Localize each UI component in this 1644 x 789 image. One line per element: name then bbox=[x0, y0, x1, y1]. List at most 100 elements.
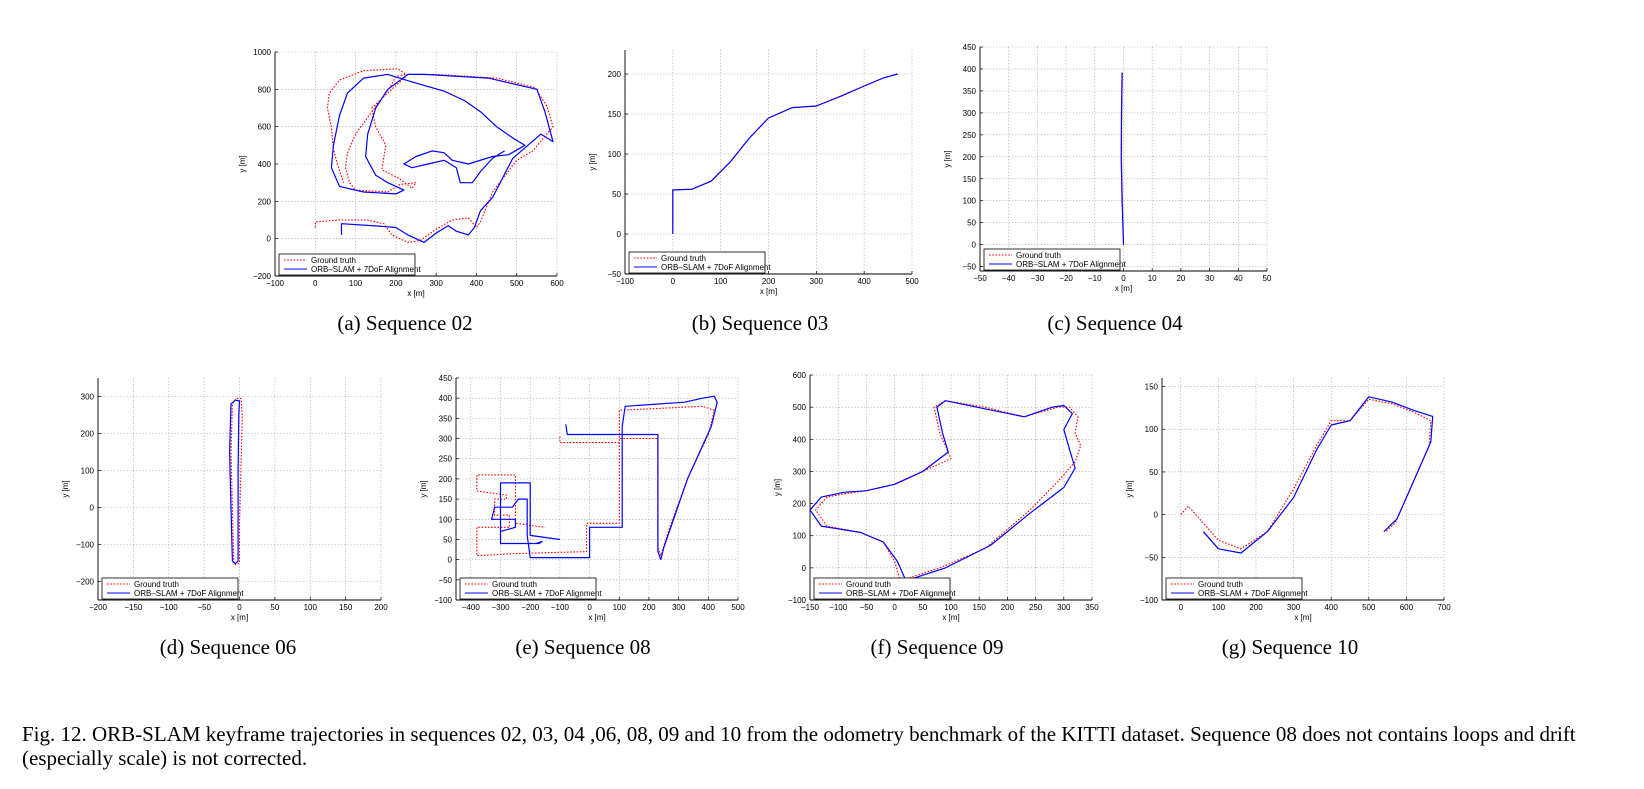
x-tick-label: −30 bbox=[1031, 274, 1045, 283]
series-ground-truth bbox=[815, 400, 1082, 582]
legend-box bbox=[983, 248, 1121, 271]
y-tick-label: 300 bbox=[793, 467, 807, 476]
y-axis-label: y [m] bbox=[1125, 480, 1134, 497]
x-tick-label: −100 bbox=[829, 603, 848, 612]
x-tick-label: 200 bbox=[642, 603, 656, 612]
x-axis-label: x [m] bbox=[1115, 284, 1132, 293]
x-tick-label: 300 bbox=[1287, 603, 1301, 612]
series-orb-slam bbox=[491, 395, 718, 561]
x-tick-label: 200 bbox=[389, 279, 403, 288]
y-tick-label: 0 bbox=[448, 556, 453, 565]
x-tick-label: 700 bbox=[1437, 603, 1451, 612]
plot-area bbox=[456, 378, 738, 600]
y-tick-label: 400 bbox=[258, 160, 272, 169]
y-tick-label: 400 bbox=[793, 435, 807, 444]
x-tick-label: 350 bbox=[1085, 603, 1099, 612]
series-orb-slam bbox=[810, 400, 1076, 582]
x-axis-label: x [m] bbox=[407, 289, 424, 298]
x-tick-label: 400 bbox=[857, 277, 871, 286]
x-tick-label: −50 bbox=[973, 274, 987, 283]
y-tick-label: 400 bbox=[963, 65, 977, 74]
x-tick-label: −100 bbox=[551, 603, 570, 612]
x-tick-label: 150 bbox=[339, 603, 353, 612]
x-tick-label: 40 bbox=[1234, 274, 1243, 283]
legend-label-ground-truth: Ground truth bbox=[661, 254, 706, 263]
x-axis-label: x [m] bbox=[760, 287, 777, 296]
subcaption: (b) Sequence 03 bbox=[692, 311, 828, 335]
y-tick-label: 150 bbox=[1145, 383, 1159, 392]
x-tick-label: 400 bbox=[702, 603, 716, 612]
x-tick-label: 500 bbox=[510, 279, 524, 288]
subcaption: (a) Sequence 02 bbox=[337, 311, 472, 335]
x-tick-label: 100 bbox=[1212, 603, 1226, 612]
subcaption: (f) Sequence 09 bbox=[871, 635, 1004, 659]
y-tick-label: 450 bbox=[963, 43, 977, 52]
y-tick-label: 50 bbox=[443, 535, 452, 544]
chart-seq09: −150 −100 −50 0 50 100 150 200 250 300 350−1000100… bbox=[773, 371, 1099, 659]
x-tick-label: 0 bbox=[892, 603, 897, 612]
x-tick-label: 30 bbox=[1205, 274, 1214, 283]
x-tick-label: −10 bbox=[1088, 274, 1102, 283]
y-tick-label: 200 bbox=[258, 197, 272, 206]
y-tick-label: 200 bbox=[963, 153, 977, 162]
legend-box bbox=[813, 577, 951, 600]
y-tick-label: 600 bbox=[258, 123, 272, 132]
x-tick-label: 300 bbox=[429, 279, 443, 288]
x-tick-label: 100 bbox=[714, 277, 728, 286]
legend-label-orb-slam: ORB–SLAM + 7DoF Alignment bbox=[1016, 260, 1126, 269]
legend-label-ground-truth: Ground truth bbox=[1198, 580, 1243, 589]
y-tick-label: −100 bbox=[434, 596, 453, 605]
y-tick-label: −200 bbox=[76, 578, 95, 587]
x-tick-label: 50 bbox=[1263, 274, 1272, 283]
y-tick-label: −50 bbox=[607, 270, 621, 279]
x-axis-label: x [m] bbox=[942, 613, 959, 622]
x-tick-label: −150 bbox=[801, 603, 820, 612]
plot-area bbox=[98, 378, 381, 600]
legend-label-orb-slam: ORB–SLAM + 7DoF Alignment bbox=[134, 589, 244, 598]
subcaption: (g) Sequence 10 bbox=[1222, 635, 1358, 659]
legend-label-ground-truth: Ground truth bbox=[492, 580, 537, 589]
y-tick-label: 250 bbox=[963, 131, 977, 140]
y-tick-label: −100 bbox=[788, 596, 807, 605]
x-tick-label: 100 bbox=[349, 279, 363, 288]
y-tick-label: 100 bbox=[963, 197, 977, 206]
y-axis-label: y [m] bbox=[61, 480, 70, 497]
x-tick-label: 0 bbox=[671, 277, 676, 286]
series-ground-truth bbox=[1180, 398, 1432, 550]
series-ground-truth bbox=[476, 405, 715, 557]
chart-seq02: −100 0 100 200 300 400 500 600 −200 0 200 400 600 800… bbox=[238, 48, 564, 335]
x-tick-label: 50 bbox=[918, 603, 927, 612]
y-tick-label: 100 bbox=[793, 532, 807, 541]
y-tick-label: 350 bbox=[963, 87, 977, 96]
x-tick-label: 400 bbox=[1325, 603, 1339, 612]
x-tick-label: −400 bbox=[462, 603, 481, 612]
x-tick-label: −20 bbox=[1059, 274, 1073, 283]
x-tick-label: −300 bbox=[492, 603, 511, 612]
y-tick-label: 300 bbox=[81, 393, 95, 402]
legend-box bbox=[278, 253, 416, 276]
x-tick-label: 100 bbox=[304, 603, 318, 612]
x-tick-label: 500 bbox=[731, 603, 745, 612]
y-tick-label: 50 bbox=[612, 190, 621, 199]
y-tick-label: 200 bbox=[439, 475, 453, 484]
x-tick-label: 0 bbox=[587, 603, 592, 612]
x-tick-label: 500 bbox=[905, 277, 919, 286]
x-tick-label: −100 bbox=[160, 603, 179, 612]
x-tick-label: 50 bbox=[270, 603, 279, 612]
x-axis-label: x [m] bbox=[1294, 613, 1311, 622]
x-tick-label: 150 bbox=[973, 603, 987, 612]
x-tick-label: 200 bbox=[1249, 603, 1263, 612]
y-tick-label: −100 bbox=[1140, 596, 1159, 605]
legend-label-orb-slam: ORB–SLAM + 7DoF Alignment bbox=[492, 589, 602, 598]
x-tick-label: 600 bbox=[550, 279, 564, 288]
y-tick-label: 50 bbox=[967, 219, 976, 228]
y-tick-label: 1000 bbox=[253, 48, 271, 57]
x-axis-label: x [m] bbox=[231, 613, 248, 622]
legend-box bbox=[628, 251, 766, 274]
x-tick-label: 300 bbox=[672, 603, 686, 612]
series-orb-slam bbox=[1120, 72, 1125, 245]
